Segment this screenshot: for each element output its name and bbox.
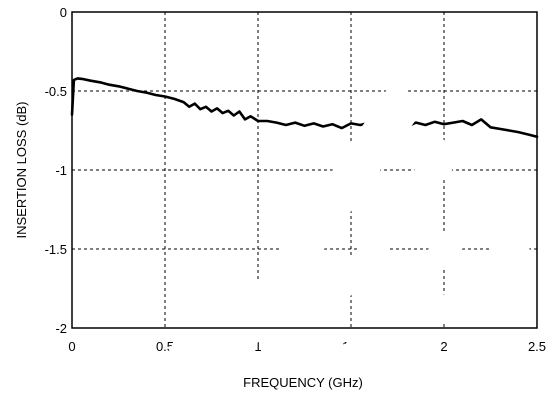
x-tick-label: 2.5 (528, 339, 546, 354)
y-tick-label: -0.5 (45, 84, 67, 99)
x-axis-title: FREQUENCY (GHz) (243, 375, 363, 390)
y-tick-label: -2 (55, 321, 67, 336)
watermark-logo (145, 85, 530, 396)
x-tick-label: 0 (68, 339, 75, 354)
y-tick-labels: 0 -0.5 -1 -1.5 -2 (45, 5, 67, 336)
x-tick-label: 1 (254, 339, 261, 354)
y-tick-label: 0 (60, 5, 67, 20)
y-tick-label: -1 (55, 163, 67, 178)
plot-frame (71, 11, 538, 329)
y-axis-title: INSERTION LOSS (dB) (14, 101, 29, 238)
y-tick-label: -1.5 (45, 242, 67, 257)
series-line-insertion-loss (70, 77, 539, 139)
x-tick-label: 2 (440, 339, 447, 354)
